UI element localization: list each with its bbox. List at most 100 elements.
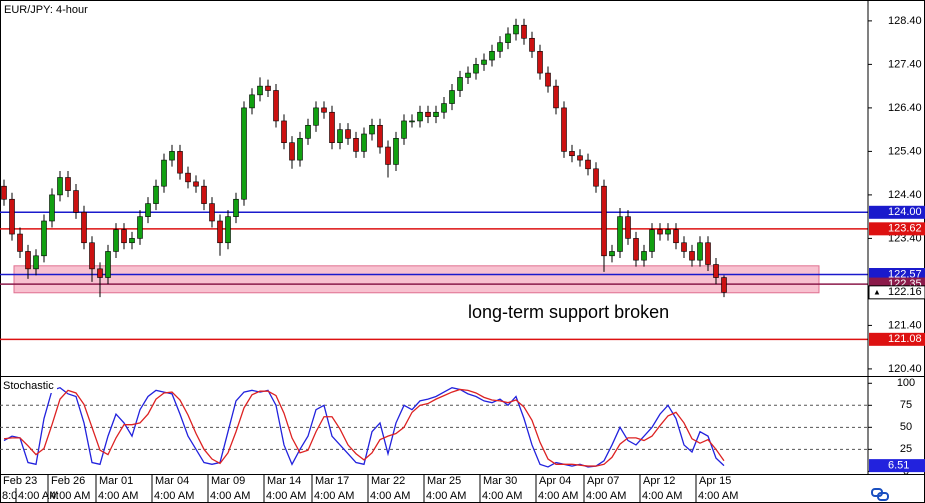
- candle-body: [337, 129, 343, 143]
- x-tick-label: Mar 22: [371, 475, 405, 487]
- level-label: 124.00: [888, 206, 922, 218]
- link-icon[interactable]: [871, 488, 889, 501]
- x-time-label: 4:00 AM: [266, 490, 306, 502]
- candle-body: [81, 211, 87, 244]
- plot-layer: 128.40127.40126.40125.40124.40123.40121.…: [0, 15, 925, 503]
- current-marker: ▲: [873, 287, 881, 296]
- candle-body: [49, 194, 55, 222]
- candle-body: [401, 120, 407, 139]
- candle-body: [457, 77, 463, 91]
- candle-body: [441, 103, 447, 113]
- candle-body: [345, 129, 351, 139]
- candle-body: [257, 85, 263, 96]
- candle-body: [385, 146, 391, 165]
- x-tick-label: Feb 26: [51, 475, 85, 487]
- chart-title: EUR/JPY: 4-hour: [4, 4, 88, 16]
- candle-body: [241, 107, 247, 200]
- x-time-label: 4:00 AM: [50, 490, 90, 502]
- candle-body: [249, 94, 255, 109]
- stoch-value-label: 6.51: [888, 460, 909, 472]
- candle-body: [713, 264, 719, 278]
- candle-body: [97, 268, 103, 278]
- candle-body: [305, 124, 311, 139]
- support-zone: [13, 265, 820, 294]
- level-label: 123.62: [888, 223, 922, 235]
- x-time-label: 8:0: [2, 490, 17, 502]
- stoch-value-bg: [869, 459, 925, 473]
- current-price-bg: [868, 285, 925, 300]
- candle-body: [313, 107, 319, 126]
- x-time-label: 4:00 AM: [370, 490, 410, 502]
- candle-body: [177, 151, 183, 174]
- candle-body: [689, 251, 695, 261]
- stoch-tick-label: 50: [900, 421, 912, 433]
- candle-body: [289, 142, 295, 161]
- x-time-label: 4:00 AM: [426, 490, 466, 502]
- x-time-label: 4:00 AM: [538, 490, 578, 502]
- candle-body: [673, 229, 679, 244]
- candle-body: [577, 155, 583, 161]
- candle-body: [465, 72, 471, 78]
- candle-body: [137, 216, 143, 239]
- y-tick-label: 125.40: [888, 145, 922, 157]
- candle-body: [681, 242, 687, 252]
- x-time-label: 4:00 AM: [314, 490, 354, 502]
- x-time-label: 4:00 AM: [482, 490, 522, 502]
- candle-body: [321, 107, 327, 113]
- candle-body: [433, 111, 439, 117]
- x-tick-label: Apr 15: [699, 475, 731, 487]
- candle-body: [417, 111, 423, 122]
- candle-body: [537, 51, 543, 74]
- x-tick-label: Mar 25: [427, 475, 461, 487]
- candle-body: [1, 185, 7, 200]
- current-price-label: 122.16: [888, 286, 922, 298]
- candle-body: [361, 133, 367, 152]
- y-tick-label: 120.40: [888, 363, 922, 375]
- x-tick-label: Mar 14: [267, 475, 301, 487]
- stoch-line: [3, 388, 725, 467]
- candle-body: [489, 51, 495, 61]
- y-tick-label: 124.40: [888, 189, 922, 201]
- x-time-label: 4:00 AM: [642, 490, 682, 502]
- level-label-bg: [869, 222, 925, 236]
- candle-body: [57, 177, 63, 196]
- annotation: long-term support broken: [468, 302, 669, 322]
- candle-body: [553, 85, 559, 109]
- x-tick-label: Mar 01: [99, 475, 133, 487]
- x-time-label: 4:00 AM: [586, 490, 626, 502]
- candle-body: [121, 229, 127, 244]
- candle-body: [17, 233, 23, 252]
- candle-body: [657, 229, 663, 235]
- candle-body: [705, 242, 711, 265]
- x-time-label: 4:00 AM: [698, 490, 738, 502]
- candle-body: [329, 111, 335, 143]
- candle-body: [609, 251, 615, 257]
- candle-body: [497, 42, 503, 52]
- candle-body: [201, 185, 207, 204]
- y-tick-label: 121.40: [888, 319, 922, 331]
- candle-body: [113, 229, 119, 252]
- x-time-label: 4:00 AM: [98, 490, 138, 502]
- stoch-tick-label: 25: [900, 443, 912, 455]
- candle-body: [233, 198, 239, 217]
- candle-body: [585, 159, 591, 170]
- candle-body: [273, 90, 279, 122]
- indicator-label-bg: [1, 379, 57, 393]
- candle-body: [633, 238, 639, 261]
- x-tick-label: Apr 12: [643, 475, 675, 487]
- candle-body: [529, 37, 535, 52]
- candle-body: [169, 151, 175, 161]
- level-label-bg: [869, 205, 925, 219]
- candle-body: [129, 238, 135, 244]
- candle-body: [569, 151, 575, 157]
- candle-body: [65, 177, 71, 191]
- x-tick-label: Mar 04: [155, 475, 189, 487]
- candle-body: [225, 216, 231, 244]
- y-tick-label: 127.40: [888, 58, 922, 70]
- candle-body: [265, 85, 271, 91]
- x-tick-label: Apr 07: [587, 475, 619, 487]
- candle-body: [449, 90, 455, 104]
- candle-body: [601, 185, 607, 257]
- stoch-tick-label: 100: [897, 377, 915, 389]
